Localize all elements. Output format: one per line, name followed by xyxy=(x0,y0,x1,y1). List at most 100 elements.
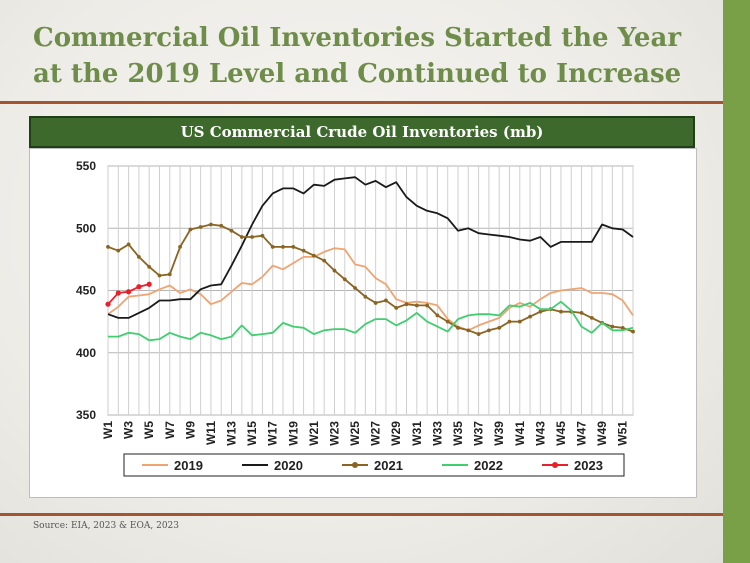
data-point-2021 xyxy=(239,235,244,239)
data-point-2021 xyxy=(579,311,584,315)
data-point-2021 xyxy=(167,272,172,277)
data-point-2021 xyxy=(219,223,224,228)
data-point-2023 xyxy=(136,284,142,290)
data-point-2023 xyxy=(125,289,132,295)
title-divider xyxy=(0,101,723,104)
legend-marker-2023 xyxy=(552,462,558,468)
accent-sidebar xyxy=(723,0,750,563)
x-tick-label: W33 xyxy=(430,421,444,446)
x-tick-label: W31 xyxy=(410,421,424,446)
x-tick-label: W9 xyxy=(183,421,197,439)
series-line-2021 xyxy=(107,223,634,336)
data-point-2021 xyxy=(517,319,522,324)
y-tick-label: 350 xyxy=(76,408,96,422)
data-point-2021 xyxy=(589,315,594,320)
data-point-2021 xyxy=(456,325,460,330)
data-point-2023 xyxy=(105,301,111,307)
data-point-2021 xyxy=(209,222,213,227)
line-chart: 350 400 450 500 550 W1 W3 W5 W7 W9 W11 W13 W15 W17 W19… xyxy=(76,159,635,477)
data-point-2021 xyxy=(394,306,399,310)
data-point-2023 xyxy=(115,290,121,296)
data-point-2021 xyxy=(322,258,327,263)
x-tick-label: W45 xyxy=(554,421,568,446)
data-point-2021 xyxy=(270,245,275,249)
data-point-2021 xyxy=(260,233,265,238)
x-tick-label: W21 xyxy=(307,421,321,446)
data-point-2021 xyxy=(157,273,162,278)
footer-divider xyxy=(0,513,723,516)
data-point-2021 xyxy=(466,328,471,333)
data-point-2021 xyxy=(497,325,502,330)
data-point-2021 xyxy=(476,332,481,336)
x-tick-label: W5 xyxy=(142,421,156,439)
data-point-2021 xyxy=(188,227,193,232)
x-tick-label: W25 xyxy=(348,421,362,446)
x-tick-label: W11 xyxy=(204,421,218,445)
data-point-2021 xyxy=(136,254,141,259)
y-tick-label: 550 xyxy=(76,159,96,173)
data-point-2021 xyxy=(250,235,255,239)
x-tick-label: W37 xyxy=(472,421,486,446)
data-point-2021 xyxy=(147,264,152,269)
legend-box xyxy=(123,453,625,477)
data-point-2021 xyxy=(384,298,388,303)
data-point-2021 xyxy=(229,228,234,233)
y-tick-label: 500 xyxy=(76,221,96,235)
y-tick-label: 450 xyxy=(76,284,96,298)
x-tick-label: W39 xyxy=(492,421,506,446)
x-tick-label: W7 xyxy=(163,421,177,439)
x-tick-label: W1 xyxy=(101,421,115,439)
legend-marker-2021 xyxy=(352,462,358,468)
legend-label-2019: 2019 xyxy=(174,458,203,473)
data-point-2021 xyxy=(425,303,430,308)
data-point-2021 xyxy=(126,242,131,247)
x-tick-label: W29 xyxy=(389,421,403,446)
legend-label-2021: 2021 xyxy=(374,458,403,473)
x-tick-label: W17 xyxy=(266,421,280,446)
data-point-2021 xyxy=(538,309,543,314)
data-point-2021 xyxy=(311,253,316,258)
legend-label-2023: 2023 xyxy=(574,458,603,473)
x-tick-label: W35 xyxy=(451,421,465,446)
data-point-2021 xyxy=(445,319,450,324)
data-point-2021 xyxy=(486,328,491,333)
x-tick-label: W23 xyxy=(327,421,341,446)
data-point-2021 xyxy=(353,286,357,290)
data-point-2021 xyxy=(363,294,368,299)
data-point-2021 xyxy=(620,325,625,330)
y-tick-label: 400 xyxy=(76,346,96,360)
series-line-2022 xyxy=(108,300,634,342)
data-point-2021 xyxy=(373,301,378,305)
source-note: Source: EIA, 2023 & EOA, 2023 xyxy=(33,521,179,531)
data-point-2023 xyxy=(146,281,152,287)
legend-label-2020: 2020 xyxy=(274,458,303,473)
x-tick-label: W49 xyxy=(595,421,609,446)
x-tick-label: W15 xyxy=(245,421,259,446)
x-tick-label: W43 xyxy=(533,421,547,446)
data-point-2021 xyxy=(198,225,203,229)
x-tick-label: W47 xyxy=(575,421,589,446)
data-point-2021 xyxy=(116,248,121,253)
legend-label-2022: 2022 xyxy=(474,458,503,473)
series-line-2019 xyxy=(107,247,634,332)
chart-panel: 350 400 450 500 550 W1 W3 W5 W7 W9 W11 W13 W15 W17 W19… xyxy=(29,148,697,498)
series-line-2020 xyxy=(107,176,634,319)
x-tick-label: W51 xyxy=(616,421,630,446)
x-tick-label: W19 xyxy=(286,421,300,446)
data-point-2021 xyxy=(559,309,563,314)
x-tick-label: W41 xyxy=(513,421,527,446)
data-point-2021 xyxy=(631,329,635,334)
data-point-2021 xyxy=(528,314,532,319)
data-point-2021 xyxy=(414,303,419,308)
x-tick-label: W3 xyxy=(122,421,136,439)
data-point-2021 xyxy=(281,245,285,249)
chart-title: US Commercial Crude Oil Inventories (mb) xyxy=(29,116,695,148)
data-point-2021 xyxy=(435,313,440,318)
data-point-2021 xyxy=(507,319,512,324)
x-tick-label: W13 xyxy=(225,421,239,446)
x-tick-label: W27 xyxy=(369,421,383,446)
data-point-2021 xyxy=(332,268,337,273)
data-point-2021 xyxy=(301,248,306,253)
data-point-2021 xyxy=(610,324,615,329)
slide-title: Commercial Oil Inventories Started the Y… xyxy=(33,23,682,89)
